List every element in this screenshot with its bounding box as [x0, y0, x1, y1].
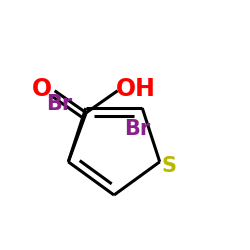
Text: S: S — [162, 156, 177, 176]
Text: Br: Br — [46, 94, 73, 114]
Text: Br: Br — [124, 119, 150, 139]
Text: OH: OH — [116, 77, 156, 101]
Text: O: O — [32, 76, 52, 100]
